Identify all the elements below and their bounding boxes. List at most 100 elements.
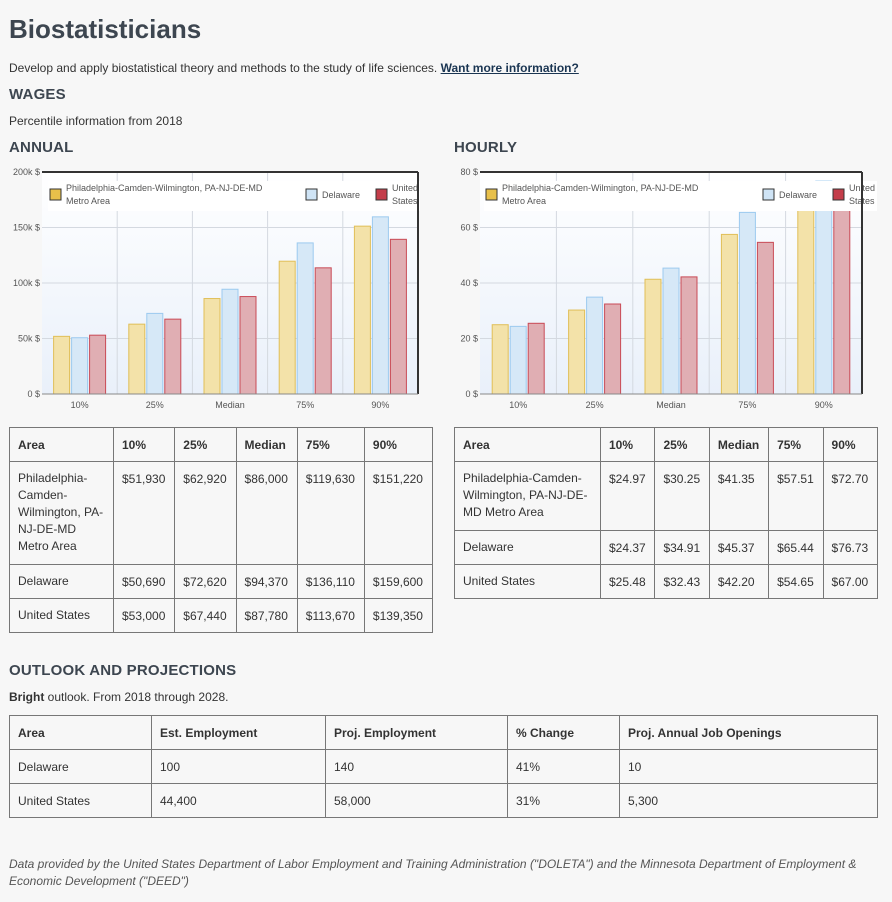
outlook-summary: Bright outlook. From 2018 through 2028. — [9, 690, 228, 704]
outlook-table: Area Est. Employment Proj. Employment % … — [9, 715, 878, 818]
legend-item: United States — [375, 183, 418, 206]
column-header: 25% — [654, 427, 710, 462]
column-header: Proj. Employment — [325, 715, 508, 750]
legend-label: Philadelphia-Camden-Wilmington, PA-NJ-DE… — [502, 183, 699, 193]
bar — [509, 325, 527, 394]
area-cell: Delaware — [9, 564, 114, 599]
column-header: 90% — [363, 427, 434, 462]
value-cell: 41% — [507, 749, 620, 784]
bar — [720, 233, 738, 394]
page-description: Develop and apply biostatistical theory … — [9, 61, 579, 75]
value-cell: $76.73 — [822, 530, 879, 565]
annual-wage-chart: 0 $ 50k $ 100k $ 150k $ 200k $ 10% 25% Median 75… — [13, 167, 420, 410]
x-tick-label: 10% — [71, 400, 89, 410]
wages-subtitle: Percentile information from 2018 — [9, 114, 183, 128]
value-cell: $113,670 — [296, 598, 365, 633]
value-cell: $136,110 — [296, 564, 365, 599]
y-tick-label: 0 $ — [465, 389, 478, 399]
y-tick-label: 150k $ — [13, 223, 40, 233]
value-cell: $67.00 — [822, 564, 879, 599]
value-cell: $94,370 — [235, 564, 298, 599]
value-cell: $34.91 — [654, 530, 710, 565]
column-header: 90% — [822, 427, 879, 462]
legend-swatch — [49, 188, 62, 201]
value-cell: $42.20 — [708, 564, 770, 599]
legend-label: States — [392, 196, 418, 206]
hourly-wage-chart: 0 $ 20 $ 40 $ 60 $ 80 $ 10% 25% Median 75% 90% Phi… — [460, 167, 877, 410]
bar — [353, 225, 371, 394]
bar — [662, 267, 680, 394]
outlook-text: outlook. From 2018 through 2028. — [44, 690, 229, 704]
y-tick-label: 60 $ — [460, 223, 478, 233]
outlook-rating: Bright — [9, 690, 45, 704]
value-cell: $30.25 — [654, 461, 710, 531]
legend-label: Metro Area — [66, 196, 110, 206]
table-row: United States $53,000 $67,440 $87,780 $1… — [9, 598, 434, 633]
table-row: Delaware $50,690 $72,620 $94,370 $136,11… — [9, 564, 434, 599]
table-row: Delaware 100 140 41% 10 — [9, 749, 878, 784]
bar — [491, 324, 509, 394]
column-header: % Change — [507, 715, 620, 750]
area-cell: United States — [9, 783, 152, 818]
value-cell: 31% — [507, 783, 620, 818]
column-header: 10% — [599, 427, 656, 462]
value-cell: $57.51 — [768, 461, 824, 531]
y-tick-label: 100k $ — [13, 278, 40, 288]
y-tick-label: 20 $ — [460, 334, 478, 344]
hourly-heading: HOURLY — [454, 139, 518, 156]
value-cell: $159,600 — [363, 564, 434, 599]
y-tick-label: 200k $ — [13, 167, 40, 177]
bar — [71, 337, 89, 394]
bar — [278, 260, 296, 394]
column-header: Median — [235, 427, 298, 462]
bar — [164, 318, 182, 394]
value-cell: 58,000 — [325, 783, 508, 818]
table-row: United States $25.48 $32.43 $42.20 $54.6… — [454, 564, 879, 599]
area-cell: Delaware — [454, 530, 601, 565]
legend-swatch — [485, 188, 498, 201]
column-header: Proj. Annual Job Openings — [619, 715, 878, 750]
value-cell: 100 — [151, 749, 326, 784]
y-tick-label: 40 $ — [460, 278, 478, 288]
value-cell: $54.65 — [768, 564, 824, 599]
y-tick-label: 50k $ — [18, 334, 40, 344]
bar — [680, 276, 698, 394]
column-header: 25% — [174, 427, 237, 462]
value-cell: 5,300 — [619, 783, 878, 818]
value-cell: $72,620 — [174, 564, 237, 599]
value-cell: $24.37 — [599, 530, 656, 565]
value-cell: $67,440 — [174, 598, 237, 633]
bar — [833, 207, 851, 394]
bar — [568, 309, 586, 394]
legend-label: Metro Area — [502, 196, 546, 206]
legend-label: Philadelphia-Camden-Wilmington, PA-NJ-DE… — [66, 183, 263, 193]
data-source-footer: Data provided by the United States Depar… — [9, 857, 857, 888]
description-text: Develop and apply biostatistical theory … — [9, 61, 438, 75]
column-header: Area — [9, 427, 114, 462]
legend-swatch — [832, 188, 845, 201]
value-cell: $50,690 — [112, 564, 176, 599]
table-header-row: Area Est. Employment Proj. Employment % … — [9, 715, 878, 750]
bar — [797, 191, 815, 394]
more-information-link[interactable]: Want more information? — [440, 61, 579, 75]
bar — [756, 241, 774, 394]
legend-item: Delaware — [305, 188, 360, 201]
x-tick-label: 25% — [586, 400, 604, 410]
area-cell: Delaware — [9, 749, 152, 784]
table-row: Delaware $24.37 $34.91 $45.37 $65.44 $76… — [454, 530, 879, 565]
bar — [389, 238, 407, 394]
value-cell: $72.70 — [822, 461, 879, 531]
x-tick-label: 90% — [815, 400, 833, 410]
bar — [644, 278, 662, 394]
x-tick-label: 10% — [509, 400, 527, 410]
value-cell: $25.48 — [599, 564, 656, 599]
wages-heading: WAGES — [9, 86, 66, 103]
area-cell: Philadelphia-Camden-Wilmington, PA-NJ-DE… — [454, 461, 601, 531]
value-cell: $139,350 — [363, 598, 434, 633]
legend-item: Philadelphia-Camden-Wilmington, PA-NJ-DE… — [49, 183, 263, 206]
page-title: Biostatisticians — [9, 14, 202, 44]
legend-label: Delaware — [779, 190, 817, 200]
value-cell: $32.43 — [654, 564, 710, 599]
area-cell: United States — [9, 598, 114, 633]
area-cell: Philadelphia-Camden-Wilmington, PA-NJ-DE… — [9, 461, 114, 565]
